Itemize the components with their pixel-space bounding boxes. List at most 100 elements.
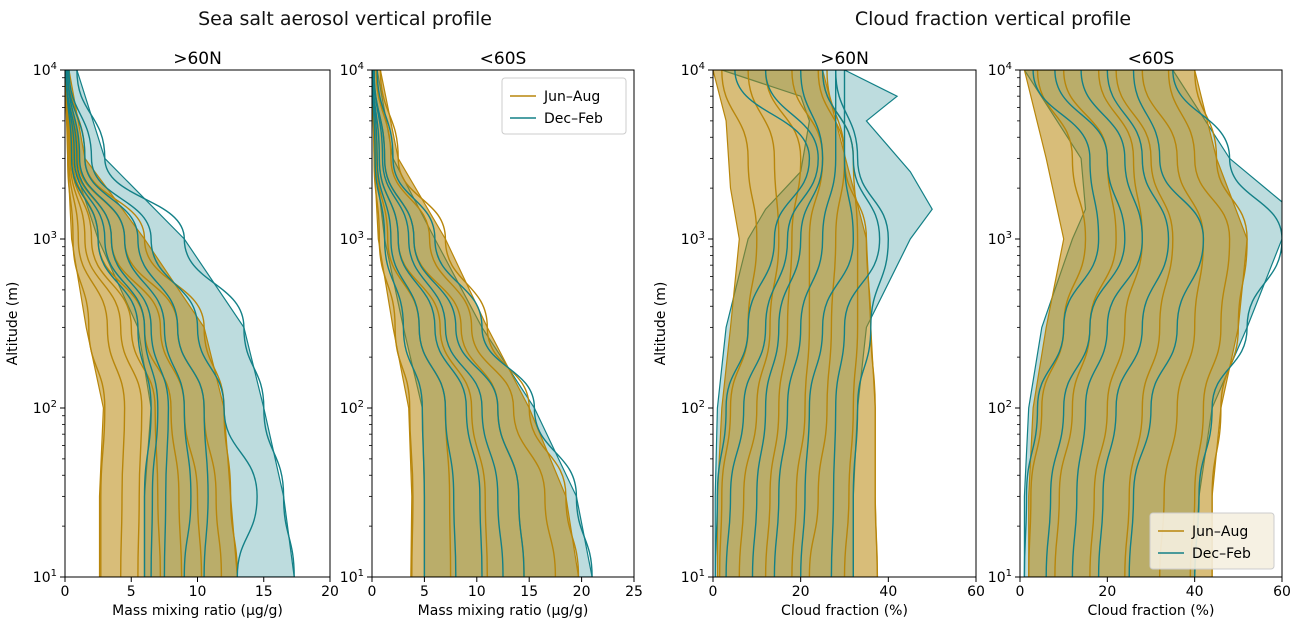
band-jun-aug (1023, 70, 1248, 577)
axes-frame (1019, 69, 1283, 578)
panel-title: >60N (820, 49, 869, 69)
profile-line (714, 70, 811, 577)
y-tick-label: 102 (681, 399, 705, 417)
x-tick-label: 20 (1098, 584, 1116, 600)
y-tick-label: 101 (340, 568, 364, 586)
legend-label: Dec–Feb (1192, 546, 1251, 562)
profile-line (1115, 70, 1174, 577)
profile-line (65, 70, 203, 577)
profile-line (372, 70, 483, 577)
profile-line (65, 70, 106, 577)
profile-line (67, 70, 192, 577)
profile-line (800, 70, 855, 577)
profile-line (1128, 70, 1205, 577)
left-figure-title: Sea salt aerosol vertical profile (198, 8, 492, 30)
legend-box (1149, 512, 1275, 570)
x-tick-label: 60 (967, 584, 985, 600)
x-tick-label: 25 (625, 584, 643, 600)
legend-label: Dec–Feb (544, 111, 603, 127)
profile-line (835, 70, 890, 577)
y-tick-label: 103 (681, 230, 705, 248)
legend-label: Jun–Aug (1191, 524, 1248, 540)
x-tick-label: 20 (792, 584, 810, 600)
y-tick-exponent: 3 (1006, 230, 1012, 241)
y-tick-label: 104 (681, 61, 705, 79)
y-tick-exponent: 4 (699, 61, 705, 72)
x-axis-label: Cloud fraction (%) (781, 603, 908, 619)
panel-title: >60N (173, 49, 222, 69)
x-axis-label: Cloud fraction (%) (1088, 603, 1215, 619)
x-tick-label: 0 (1016, 584, 1025, 600)
x-tick-label: 40 (1186, 584, 1204, 600)
x-tick-label: 0 (368, 584, 377, 600)
panel-1: 0 5 10 15 20 101 102 103 104 >60N Mass mixing rati… (5, 49, 339, 619)
profile-line (376, 70, 593, 577)
y-tick-label: 103 (33, 230, 57, 248)
legend-box (501, 77, 627, 135)
plot-area (713, 70, 933, 577)
profile-line (1097, 70, 1170, 577)
y-tick-exponent: 1 (358, 568, 364, 579)
profile-line (372, 70, 457, 577)
profile-line (372, 70, 426, 577)
y-tick-exponent: 4 (358, 61, 364, 72)
y-tick-label: 104 (33, 61, 57, 79)
panel-3: 0 20 40 60 101 102 103 104 >60N Cloud fraction (%… (653, 49, 985, 619)
y-tick-exponent: 3 (699, 230, 705, 241)
y-tick-exponent: 2 (1006, 399, 1012, 410)
profile-line (738, 70, 780, 577)
legend-label: Jun–Aug (543, 89, 600, 105)
x-tick-label: 0 (61, 584, 70, 600)
panel-4: 0 20 40 60 101 102 103 104 <60S Cloud fraction (%… (988, 49, 1291, 619)
x-tick-label: 0 (709, 584, 718, 600)
profile-line (1023, 70, 1100, 577)
x-tick-label: 5 (420, 584, 429, 600)
y-tick-exponent: 4 (51, 61, 57, 72)
axes-frame (712, 69, 977, 578)
profile-line (773, 70, 837, 577)
y-tick-exponent: 4 (1006, 61, 1012, 72)
x-tick-label: 20 (573, 584, 591, 600)
y-tick-label: 104 (340, 61, 364, 79)
y-tick-exponent: 1 (699, 568, 705, 579)
x-tick-label: 10 (189, 584, 207, 600)
y-tick-label: 103 (988, 230, 1012, 248)
x-tick-label: 60 (1273, 584, 1291, 600)
x-tick-label: 40 (879, 584, 897, 600)
y-tick-exponent: 2 (358, 399, 364, 410)
panel-2: 0 5 10 15 20 25 101 102 103 104 <60S Mass mixing ra… (340, 49, 643, 619)
profile-line (379, 70, 580, 577)
plot-area (65, 70, 295, 577)
y-tick-label: 101 (988, 568, 1012, 586)
profile-line (1071, 70, 1144, 577)
panel-title: <60S (480, 49, 527, 69)
profile-line (1172, 70, 1282, 577)
profile-line (65, 70, 152, 577)
x-axis-label: Mass mixing ratio (μg/g) (418, 603, 589, 619)
x-tick-label: 20 (321, 584, 339, 600)
profile-line (65, 70, 126, 577)
y-tick-exponent: 1 (1006, 568, 1012, 579)
profile-line (76, 70, 295, 577)
y-tick-label: 102 (988, 399, 1012, 417)
y-tick-label: 104 (988, 61, 1012, 79)
y-tick-exponent: 3 (358, 230, 364, 241)
x-tick-label: 10 (468, 584, 486, 600)
profile-line (1089, 70, 1144, 577)
y-axis-label: Altitude (m) (5, 282, 21, 366)
y-tick-label: 101 (681, 568, 705, 586)
profile-line (725, 70, 819, 577)
y-axis-label: Altitude (m) (653, 282, 669, 366)
profile-line (1141, 70, 1205, 577)
y-tick-exponent: 1 (51, 568, 57, 579)
plot-area (1023, 70, 1282, 577)
right-figure-title: Cloud fraction vertical profile (854, 8, 1132, 30)
profile-line (751, 70, 824, 577)
profile-line (68, 70, 258, 577)
profile-line (1167, 70, 1231, 577)
x-tick-label: 5 (127, 584, 136, 600)
profile-line (65, 70, 159, 577)
axes-frame (371, 69, 635, 578)
profile-line (373, 70, 504, 577)
